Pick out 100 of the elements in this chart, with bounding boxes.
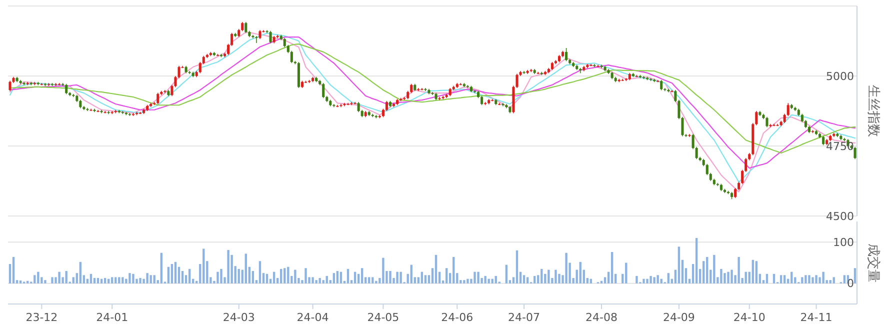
x-tick-label: 23-12 [26,311,58,324]
candlestick [322,82,325,99]
candlestick [579,67,582,74]
bar [410,264,412,284]
candlestick [357,102,360,113]
bar [660,278,662,284]
bar [667,273,670,284]
x-tick-label: 24-03 [222,311,255,324]
bar [396,272,398,284]
candlestick [385,100,388,112]
bar [266,274,268,284]
bar [346,268,350,284]
x-tick-label: 24-06 [441,311,474,324]
y-tick-label: 5000 [826,70,854,83]
bar [646,278,648,284]
bar [181,271,184,284]
bar [724,273,726,284]
bar [318,278,321,284]
bar [167,266,170,284]
bar [174,262,177,284]
candlestick [734,188,737,198]
bar [252,271,254,284]
bar [600,280,603,284]
bar [488,278,490,284]
bar [287,266,290,284]
bar [216,272,219,284]
bar [526,277,529,284]
bar [170,264,174,284]
bar [713,254,716,284]
candlestick [230,32,234,46]
bar [466,278,469,284]
bar [220,268,222,284]
bar [829,280,832,284]
x-tick-label: 24-05 [367,311,400,324]
bar [434,254,438,284]
bar [107,278,110,284]
candlestick [255,36,258,44]
bar [565,252,568,284]
bar [452,256,455,284]
bar [375,280,378,284]
bar [150,275,152,284]
bar [804,275,807,284]
candlestick [297,62,300,88]
bar [653,277,656,284]
bar [96,278,100,284]
bar [332,273,336,284]
x-tick-label: 24-08 [586,311,618,324]
bar [522,275,526,284]
y-tick-label: 100 [833,236,854,249]
bar [272,272,276,284]
bar [656,275,659,284]
bar [590,278,592,284]
bar [284,268,286,284]
bar [815,275,818,284]
bar [111,277,114,284]
bar [854,268,856,284]
bar [238,268,240,284]
x-tick-label: 24-04 [296,311,329,324]
bar [304,268,307,284]
bar [90,274,92,284]
candlestick [244,22,248,34]
bar [146,273,148,284]
x-tick-label: 24-07 [508,311,540,324]
bar [128,273,131,284]
line-series [9,44,856,154]
bar [354,272,356,284]
bar [202,248,205,284]
bar [780,275,782,284]
bar [12,256,15,284]
bar [548,270,550,284]
candlestick [854,146,856,160]
bar [37,272,40,284]
bar [650,276,652,284]
bar [122,277,124,284]
bar [610,252,614,284]
bar [424,275,427,284]
bar [336,271,339,284]
bar [738,256,740,284]
bar [382,258,384,284]
bar [695,238,698,284]
candlestick [565,48,568,62]
bar [51,277,54,284]
y-tick-label: 0 [847,277,854,290]
bar [772,274,776,284]
bar [34,275,36,284]
bar [294,270,296,284]
y-axis-title: 成交量 [865,243,882,282]
bar [360,268,364,284]
bar [822,272,824,284]
bar [188,268,191,284]
bar [19,280,22,284]
bar [505,264,508,284]
bar [114,277,117,284]
bar [625,262,628,284]
candlestick [741,169,744,184]
bar [340,272,342,284]
bar [100,278,103,284]
bar [58,272,60,284]
bar [702,261,705,284]
candlestick [766,116,768,128]
